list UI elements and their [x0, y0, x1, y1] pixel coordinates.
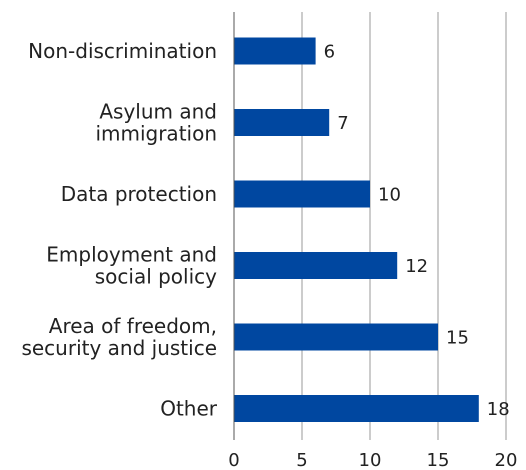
value-label-4: 15	[446, 328, 469, 349]
category-label-line: Other	[160, 397, 218, 421]
x-tick-label-15: 15	[427, 450, 450, 470]
value-label-3: 12	[405, 256, 428, 277]
category-labels: Non-discrimination Asylum and immigration D…	[21, 39, 217, 421]
x-tick-label-5: 5	[296, 450, 307, 470]
bar-2	[234, 180, 370, 208]
category-label-line: Data protection	[61, 182, 217, 206]
category-label-line: Asylum and	[99, 100, 217, 124]
x-tick-label-10: 10	[359, 450, 382, 470]
category-label-line: Non-discrimination	[28, 39, 217, 63]
category-label-line: immigration	[95, 122, 217, 146]
category-label-line: security and justice	[21, 336, 217, 360]
bar-0	[234, 37, 316, 65]
bars	[234, 37, 479, 422]
value-label-5: 18	[487, 399, 510, 420]
bar-5	[234, 395, 479, 422]
category-label-2: Data protection	[61, 182, 217, 206]
bar-3	[234, 252, 398, 279]
x-tick-labels: 0 5 10 15 20	[228, 450, 517, 470]
x-tick-label-0: 0	[228, 450, 239, 470]
category-label-1: Asylum and immigration	[95, 100, 217, 146]
value-labels: 6 7 10 12 15 18	[324, 42, 510, 421]
category-label-line: social policy	[95, 265, 217, 289]
bar-4	[234, 323, 438, 351]
x-tick-label-20: 20	[495, 450, 518, 470]
bar-1	[234, 109, 330, 136]
value-label-1: 7	[337, 113, 348, 134]
grid-lines	[301, 12, 507, 440]
category-label-3: Employment and social policy	[46, 243, 217, 289]
value-label-2: 10	[378, 185, 401, 206]
category-label-5: Other	[160, 397, 218, 421]
value-label-0: 6	[324, 42, 335, 63]
category-label-line: Area of freedom,	[49, 314, 217, 338]
category-label-line: Employment and	[46, 243, 217, 267]
category-label-0: Non-discrimination	[28, 39, 217, 63]
category-label-4: Area of freedom, security and justice	[21, 314, 217, 360]
